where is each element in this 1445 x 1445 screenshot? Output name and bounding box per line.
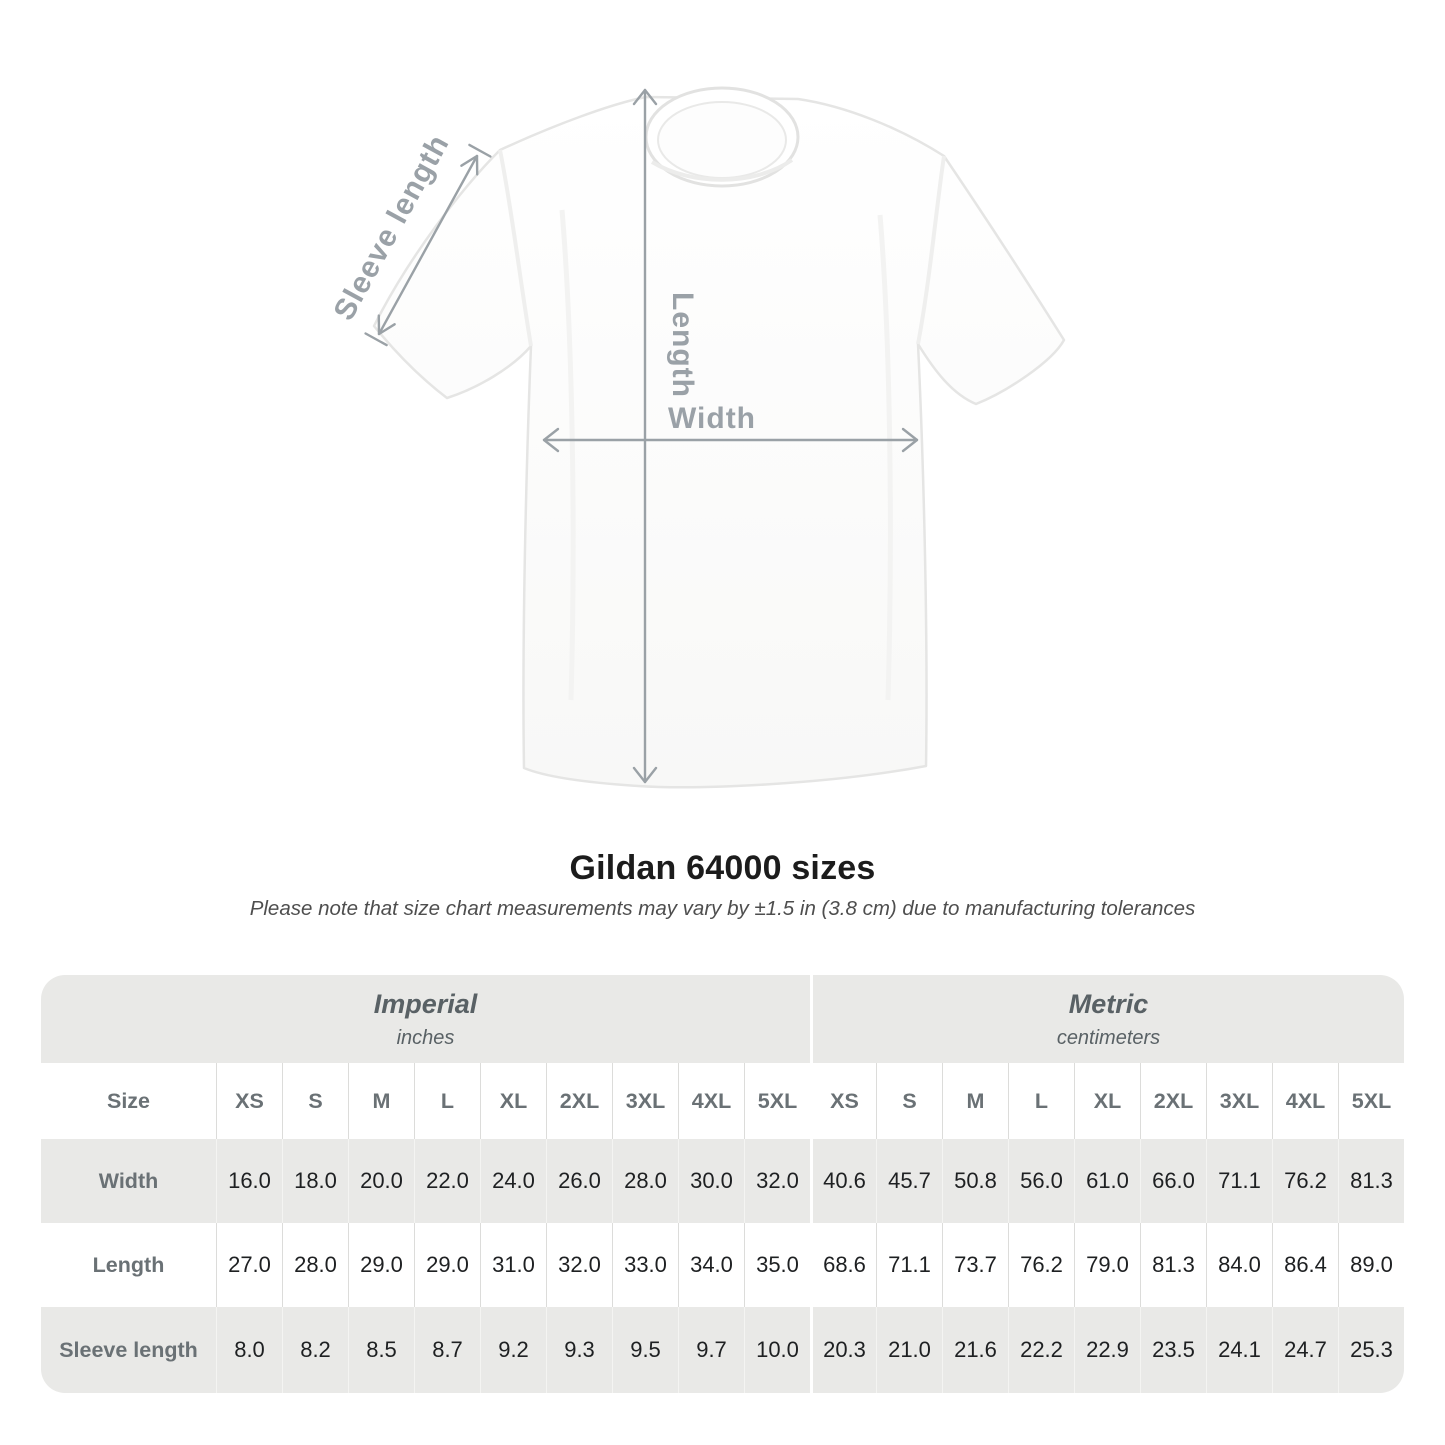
group-metric: Metric centimeters xyxy=(810,975,1404,1063)
width-arrow xyxy=(542,427,919,453)
cell-length-imperial: 33.0 xyxy=(612,1223,678,1307)
cell-length-metric: 68.6 xyxy=(810,1223,876,1307)
cell-width-imperial: 28.0 xyxy=(612,1139,678,1223)
cell-length-imperial: 27.0 xyxy=(216,1223,282,1307)
group-imperial-unit: inches xyxy=(396,1026,455,1049)
size-col-header: M xyxy=(348,1063,414,1139)
cell-sleeve-imperial: 8.7 xyxy=(414,1307,480,1393)
cell-length-imperial: 34.0 xyxy=(678,1223,744,1307)
size-col-header: M xyxy=(942,1063,1008,1139)
size-chart-table: Imperial inches Metric centimeters Size … xyxy=(41,975,1404,1393)
cell-sleeve-metric: 20.3 xyxy=(810,1307,876,1393)
cell-sleeve-metric: 24.1 xyxy=(1206,1307,1272,1393)
width-label: Width xyxy=(668,402,756,435)
size-col-header: XL xyxy=(1074,1063,1140,1139)
cell-width-imperial: 22.0 xyxy=(414,1139,480,1223)
cell-width-imperial: 16.0 xyxy=(216,1139,282,1223)
size-row-header: Size xyxy=(41,1063,216,1139)
group-imperial-label: Imperial xyxy=(373,988,478,1019)
cell-length-metric: 89.0 xyxy=(1338,1223,1404,1307)
cell-length-metric: 76.2 xyxy=(1008,1223,1074,1307)
tshirt-image xyxy=(372,86,1066,789)
group-metric-unit: centimeters xyxy=(1056,1026,1161,1049)
tshirt-collar xyxy=(644,86,800,188)
cell-sleeve-imperial: 9.5 xyxy=(612,1307,678,1393)
tolerance-note: Please note that size chart measurements… xyxy=(249,897,1196,920)
cell-width-imperial: 30.0 xyxy=(678,1139,744,1223)
cell-sleeve-imperial: 8.2 xyxy=(282,1307,348,1393)
page-title: Gildan 64000 sizes xyxy=(569,849,876,887)
cell-sleeve-metric: 24.7 xyxy=(1272,1307,1338,1393)
cell-sleeve-metric: 22.2 xyxy=(1008,1307,1074,1393)
cell-length-metric: 71.1 xyxy=(876,1223,942,1307)
cell-length-metric: 84.0 xyxy=(1206,1223,1272,1307)
cell-length-imperial: 31.0 xyxy=(480,1223,546,1307)
cell-width-metric: 81.3 xyxy=(1338,1139,1404,1223)
cell-width-imperial: 32.0 xyxy=(744,1139,810,1223)
length-label: Length xyxy=(666,292,699,398)
cell-length-metric: 81.3 xyxy=(1140,1223,1206,1307)
cell-width-imperial: 18.0 xyxy=(282,1139,348,1223)
group-metric-label: Metric xyxy=(1068,988,1149,1019)
cell-width-metric: 66.0 xyxy=(1140,1139,1206,1223)
cell-width-imperial: 20.0 xyxy=(348,1139,414,1223)
length-arrow xyxy=(632,88,658,784)
row-label-length: Length xyxy=(41,1223,216,1307)
cell-sleeve-imperial: 9.3 xyxy=(546,1307,612,1393)
cell-length-imperial: 29.0 xyxy=(348,1223,414,1307)
cell-width-imperial: 24.0 xyxy=(480,1139,546,1223)
size-col-header: L xyxy=(414,1063,480,1139)
cell-sleeve-metric: 25.3 xyxy=(1338,1307,1404,1393)
cell-sleeve-metric: 23.5 xyxy=(1140,1307,1206,1393)
size-col-header: 5XL xyxy=(744,1063,810,1139)
cell-width-metric: 40.6 xyxy=(810,1139,876,1223)
row-label-width: Width xyxy=(41,1139,216,1223)
cell-sleeve-imperial: 9.2 xyxy=(480,1307,546,1393)
cell-sleeve-imperial: 8.0 xyxy=(216,1307,282,1393)
cell-length-metric: 86.4 xyxy=(1272,1223,1338,1307)
cell-length-imperial: 28.0 xyxy=(282,1223,348,1307)
size-col-header: 2XL xyxy=(546,1063,612,1139)
cell-width-metric: 76.2 xyxy=(1272,1139,1338,1223)
cell-sleeve-metric: 21.0 xyxy=(876,1307,942,1393)
cell-width-metric: 50.8 xyxy=(942,1139,1008,1223)
size-col-header: S xyxy=(282,1063,348,1139)
size-col-header: 5XL xyxy=(1338,1063,1404,1139)
cell-sleeve-metric: 22.9 xyxy=(1074,1307,1140,1393)
size-col-header: 4XL xyxy=(678,1063,744,1139)
cell-width-metric: 61.0 xyxy=(1074,1139,1140,1223)
cell-sleeve-imperial: 8.5 xyxy=(348,1307,414,1393)
size-col-header: S xyxy=(876,1063,942,1139)
size-col-header: 4XL xyxy=(1272,1063,1338,1139)
row-label-sleeve-length: Sleeve length xyxy=(41,1307,216,1393)
tshirt-measure-diagram: Sleeve length Length Width xyxy=(327,86,1066,789)
cell-width-metric: 56.0 xyxy=(1008,1139,1074,1223)
cell-width-metric: 71.1 xyxy=(1206,1139,1272,1223)
size-col-header: XS xyxy=(216,1063,282,1139)
size-col-header: XS xyxy=(810,1063,876,1139)
cell-sleeve-metric: 21.6 xyxy=(942,1307,1008,1393)
size-col-header: XL xyxy=(480,1063,546,1139)
cell-length-imperial: 29.0 xyxy=(414,1223,480,1307)
cell-length-metric: 79.0 xyxy=(1074,1223,1140,1307)
cell-length-imperial: 32.0 xyxy=(546,1223,612,1307)
sleeve-length-arrow xyxy=(364,143,492,347)
size-col-header: L xyxy=(1008,1063,1074,1139)
cell-sleeve-imperial: 10.0 xyxy=(744,1307,810,1393)
cell-length-metric: 73.7 xyxy=(942,1223,1008,1307)
cell-sleeve-imperial: 9.7 xyxy=(678,1307,744,1393)
size-col-header: 3XL xyxy=(612,1063,678,1139)
cell-length-imperial: 35.0 xyxy=(744,1223,810,1307)
size-col-header: 3XL xyxy=(1206,1063,1272,1139)
cell-width-imperial: 26.0 xyxy=(546,1139,612,1223)
cell-width-metric: 45.7 xyxy=(876,1139,942,1223)
size-col-header: 2XL xyxy=(1140,1063,1206,1139)
group-imperial: Imperial inches xyxy=(41,975,810,1063)
dimension-arrows xyxy=(364,88,919,784)
